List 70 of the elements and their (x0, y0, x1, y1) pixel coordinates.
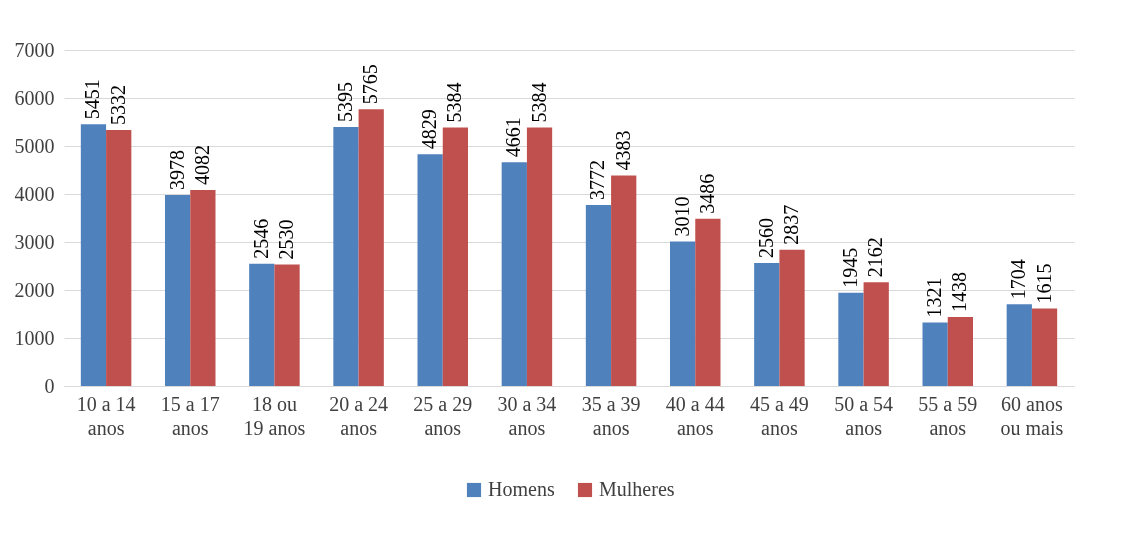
y-tick-label: 2000 (14, 278, 55, 301)
x-tick-label: 15 a 17 anos (160, 392, 220, 439)
bar (754, 263, 780, 386)
legend-label: Mulheres (599, 478, 675, 500)
data-label: 4383 (611, 130, 634, 171)
data-label: 2837 (780, 204, 803, 245)
x-tick-label: 25 a 29 anos (413, 392, 473, 439)
data-label: 3978 (165, 150, 188, 191)
bar (274, 264, 300, 386)
bar (670, 241, 696, 386)
bar (838, 292, 864, 386)
bar (358, 109, 384, 386)
x-tick-label: 45 a 49 anos (749, 392, 809, 439)
bar (249, 263, 275, 386)
bar (80, 124, 107, 386)
x-tick-label: 30 a 34 anos (497, 392, 557, 439)
data-label: 4661 (502, 117, 525, 158)
data-label: 5332 (106, 85, 129, 126)
x-tick-label: 20 a 24 anos (329, 392, 389, 439)
x-tick-label: 18 ou 19 anos (243, 392, 306, 439)
y-tick-label: 3000 (14, 230, 55, 253)
x-tick-label: 40 a 44 anos (665, 392, 725, 439)
bar (947, 316, 973, 386)
data-label: 1615 (1032, 263, 1055, 304)
data-label: 5395 (333, 82, 356, 123)
data-label: 5384 (527, 82, 550, 123)
data-label: 2530 (275, 219, 298, 260)
data-label: 1704 (1007, 259, 1030, 300)
data-label: 1438 (948, 271, 971, 312)
data-label: 4829 (418, 109, 441, 150)
legend-label: Homens (488, 478, 555, 500)
data-label: 5384 (443, 82, 466, 123)
data-label: 2162 (864, 237, 887, 278)
bar (779, 249, 805, 386)
y-tick-label: 0 (44, 374, 55, 397)
bar (611, 175, 637, 386)
bar (863, 282, 889, 386)
x-tick-label: 10 a 14 anos (76, 392, 136, 439)
data-label: 2546 (249, 218, 272, 259)
data-label: 1321 (923, 277, 946, 318)
y-tick-label: 6000 (14, 86, 55, 109)
bar (501, 162, 527, 386)
bar (1031, 308, 1058, 386)
data-label: 3772 (586, 159, 609, 200)
bar (442, 127, 468, 386)
y-tick-label: 5000 (14, 134, 55, 157)
bar (417, 154, 443, 386)
bar (333, 127, 359, 386)
x-tick-label: 50 a 54 anos (834, 392, 894, 439)
data-label: 5765 (359, 64, 382, 105)
bar (1006, 304, 1032, 386)
data-label: 1945 (838, 247, 861, 288)
bar (922, 322, 948, 386)
y-tick-label: 1000 (14, 326, 55, 349)
x-tick-label: 55 a 59 anos (918, 392, 978, 439)
data-label: 5451 (81, 79, 104, 120)
bar (526, 127, 553, 386)
bar (585, 204, 612, 386)
data-label: 2560 (754, 218, 777, 259)
bar (695, 218, 721, 386)
data-label: 3010 (670, 196, 693, 237)
data-label: 4082 (190, 145, 213, 186)
y-tick-label: 7000 (14, 38, 55, 61)
x-tick-label: 60 anos ou mais (1000, 392, 1064, 439)
bar (106, 130, 132, 386)
data-label: 3486 (695, 173, 718, 214)
bar (165, 195, 191, 386)
y-tick-label: 4000 (14, 182, 55, 205)
bar (190, 190, 216, 386)
x-tick-label: 35 a 39 anos (581, 392, 641, 439)
